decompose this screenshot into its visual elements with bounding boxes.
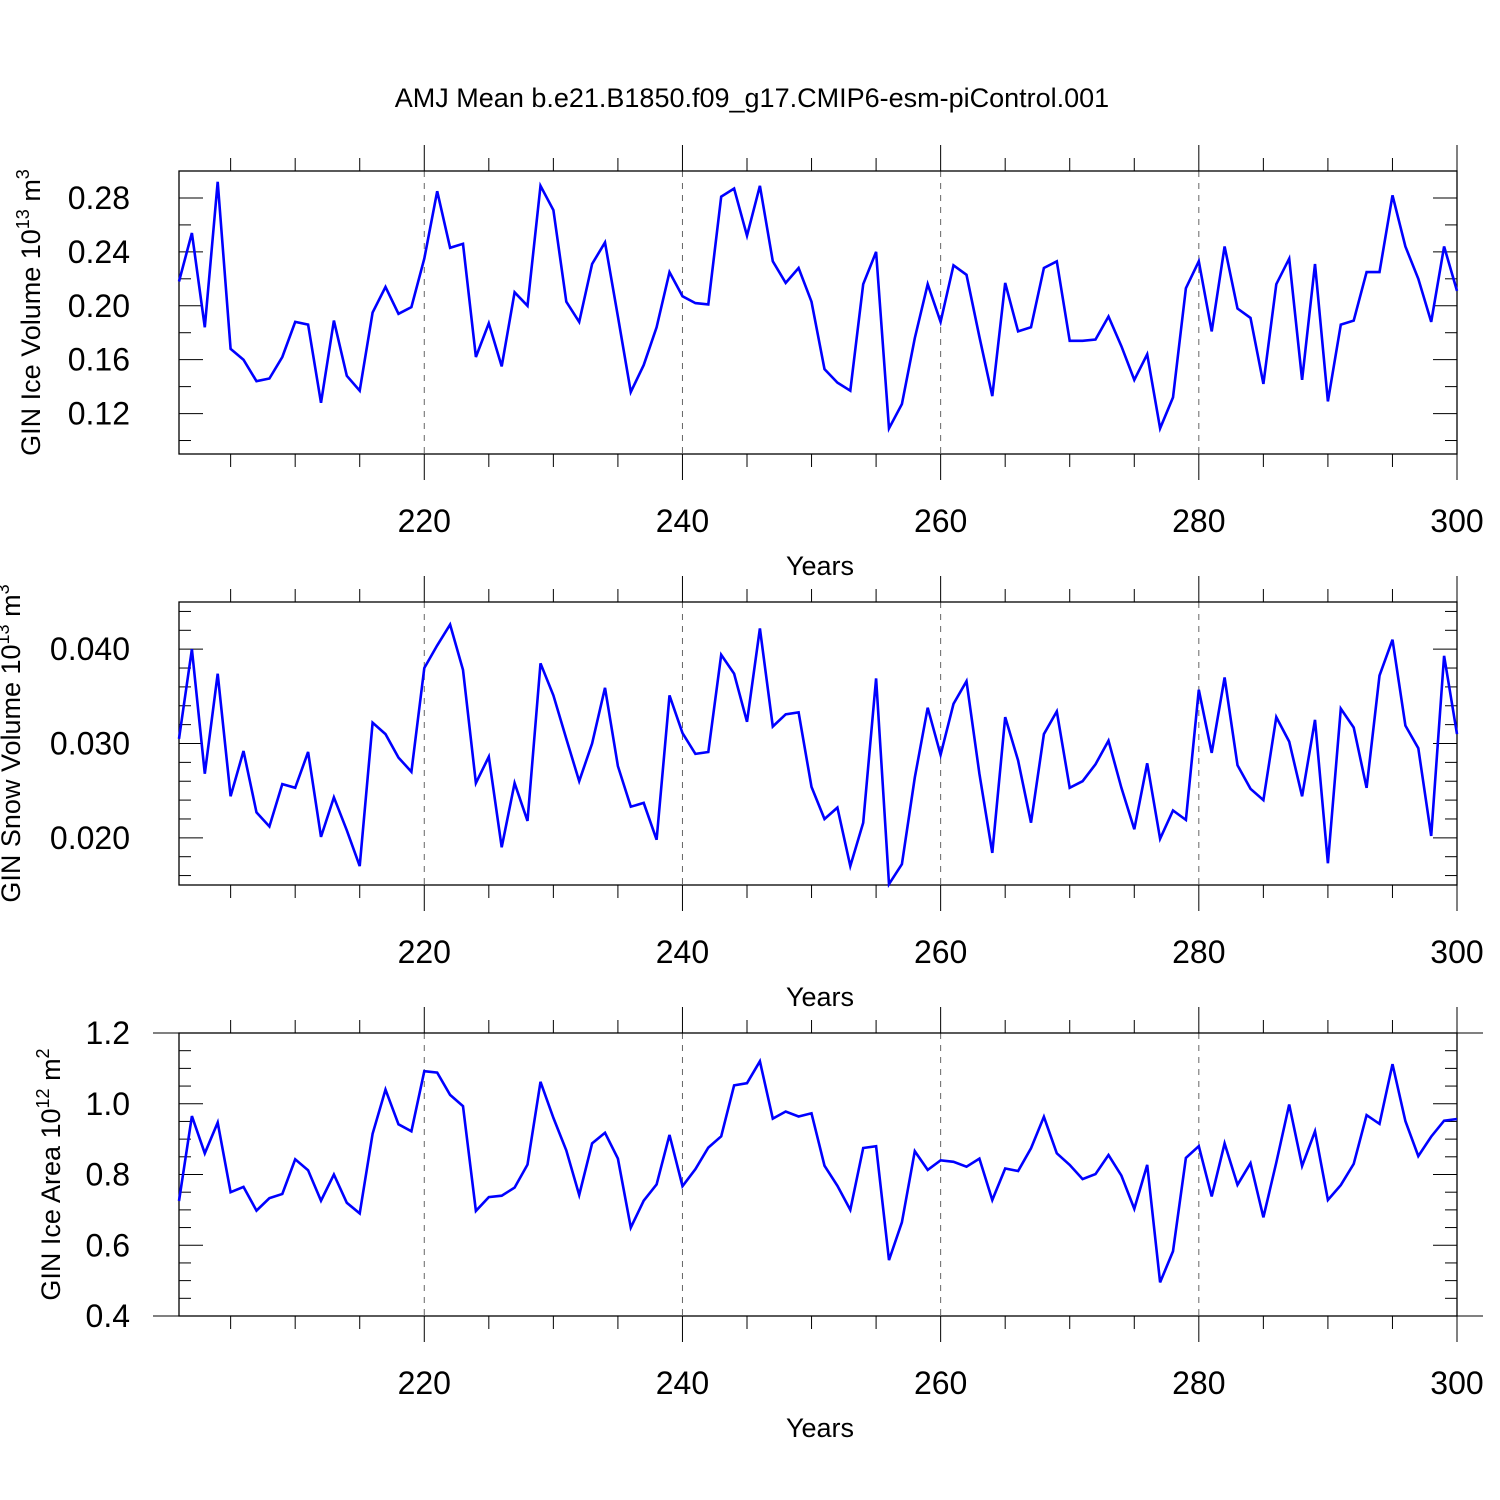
x-tick-label: 280 bbox=[1172, 934, 1225, 970]
y-tick-label: 0.6 bbox=[86, 1227, 130, 1263]
y-tick-label: 0.040 bbox=[50, 631, 130, 667]
x-tick-label: 240 bbox=[656, 1365, 709, 1401]
y-tick-label: 0.030 bbox=[50, 726, 130, 762]
x-tick-label: 280 bbox=[1172, 1365, 1225, 1401]
x-tick-label: 220 bbox=[398, 503, 451, 539]
y-tick-label: 0.4 bbox=[86, 1298, 130, 1334]
y-tick-label: 1.0 bbox=[86, 1086, 130, 1122]
series-line-ice-area bbox=[177, 1057, 1458, 1283]
y-tick-label: 0.16 bbox=[68, 342, 130, 378]
panel-ice-volume: 220 240 260 280 300 Years 0.12 0.16 0.20 0.24 0.28… bbox=[13, 145, 1484, 581]
plot-frame bbox=[178, 170, 1458, 455]
x-tick-label: 240 bbox=[656, 503, 709, 539]
x-tick-label: 220 bbox=[398, 934, 451, 970]
x-axis-label: Years bbox=[786, 982, 854, 1012]
series-line-snow-volume bbox=[177, 621, 1459, 889]
figure-title: AMJ Mean b.e21.B1850.f09_g17.CMIP6-esm-p… bbox=[395, 83, 1109, 113]
series-line-ice-volume bbox=[177, 181, 1459, 434]
y-tick-label: 0.28 bbox=[68, 180, 130, 216]
x-tick-label: 300 bbox=[1430, 1365, 1483, 1401]
x-axis-label: Years bbox=[786, 551, 854, 581]
x-tick-label: 260 bbox=[914, 503, 967, 539]
y-axis-label: GIN Ice Volume 1013 m3 bbox=[13, 169, 46, 456]
x-tick-label: 220 bbox=[398, 1365, 451, 1401]
x-tick-label: 240 bbox=[656, 934, 709, 970]
x-tick-label: 260 bbox=[914, 1365, 967, 1401]
x-tick-label: 300 bbox=[1430, 503, 1483, 539]
y-tick-label: 0.8 bbox=[86, 1157, 130, 1193]
x-tick-label: 260 bbox=[914, 934, 967, 970]
plot-frame bbox=[178, 1032, 1458, 1317]
panel-ice-area: 220 240 260 280 300 Years 0.4 0.6 0.8 1.0 1.2 GIN I… bbox=[33, 1007, 1484, 1443]
y-axis-label: GIN Snow Volume 1013 m3 bbox=[0, 584, 26, 902]
panel-snow-volume: 220 240 260 280 300 Years 0.020 0.030 0.040 GIN S… bbox=[0, 576, 1484, 1012]
x-tick-label: 300 bbox=[1430, 934, 1483, 970]
y-tick-label: 0.20 bbox=[68, 288, 130, 324]
x-axis-label: Years bbox=[786, 1413, 854, 1443]
y-tick-label: 0.24 bbox=[68, 234, 130, 270]
y-tick-label: 1.2 bbox=[86, 1015, 130, 1051]
x-tick-label: 280 bbox=[1172, 503, 1225, 539]
y-axis-label: GIN Ice Area 1012 m2 bbox=[33, 1048, 66, 1300]
y-tick-label: 0.12 bbox=[68, 396, 130, 432]
y-tick-label: 0.020 bbox=[50, 820, 130, 856]
